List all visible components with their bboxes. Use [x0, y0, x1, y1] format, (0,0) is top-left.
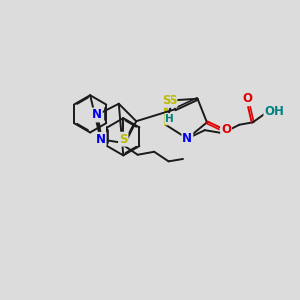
Text: O: O [221, 123, 231, 136]
Text: N: N [92, 109, 102, 122]
Text: S: S [168, 94, 176, 107]
Text: S: S [119, 133, 128, 146]
Text: N: N [96, 133, 106, 146]
Text: N: N [182, 132, 192, 145]
Text: O: O [243, 92, 253, 105]
Text: H: H [165, 114, 174, 124]
Text: S: S [162, 94, 170, 106]
Text: OH: OH [264, 105, 284, 119]
